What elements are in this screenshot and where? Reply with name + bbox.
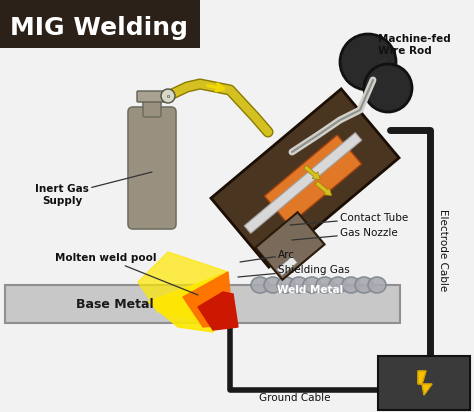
Ellipse shape <box>264 277 282 293</box>
FancyBboxPatch shape <box>128 107 176 229</box>
Ellipse shape <box>290 277 308 293</box>
Ellipse shape <box>303 277 321 293</box>
FancyArrow shape <box>304 165 320 180</box>
Ellipse shape <box>342 277 360 293</box>
FancyArrow shape <box>315 181 332 196</box>
Polygon shape <box>277 257 297 276</box>
Text: Gas Nozzle: Gas Nozzle <box>292 228 398 240</box>
Ellipse shape <box>329 277 347 293</box>
Circle shape <box>161 89 175 103</box>
Polygon shape <box>148 272 228 332</box>
Polygon shape <box>418 371 432 395</box>
Ellipse shape <box>316 277 334 293</box>
Text: MIG Welding: MIG Welding <box>10 16 188 40</box>
Text: Shielding Gas: Shielding Gas <box>238 265 350 277</box>
Ellipse shape <box>368 277 386 293</box>
FancyBboxPatch shape <box>0 0 200 48</box>
Ellipse shape <box>277 277 295 293</box>
Text: Machine-fed
Wire Rod: Machine-fed Wire Rod <box>378 34 451 62</box>
Polygon shape <box>198 292 238 330</box>
Text: Ground Cable: Ground Cable <box>259 393 331 403</box>
Text: Inert Gas
Supply: Inert Gas Supply <box>35 172 152 206</box>
Polygon shape <box>264 135 362 225</box>
Text: o: o <box>166 94 170 98</box>
Text: Weld Metal: Weld Metal <box>277 285 343 295</box>
Polygon shape <box>183 272 233 327</box>
Circle shape <box>364 64 412 112</box>
FancyBboxPatch shape <box>5 285 400 323</box>
Text: Arc: Arc <box>240 250 295 262</box>
Polygon shape <box>244 133 362 234</box>
Circle shape <box>340 34 396 90</box>
Ellipse shape <box>251 277 269 293</box>
Polygon shape <box>138 252 228 322</box>
FancyBboxPatch shape <box>378 356 470 410</box>
Text: Contact Tube: Contact Tube <box>290 213 408 225</box>
Polygon shape <box>211 89 399 267</box>
Text: Molten weld pool: Molten weld pool <box>55 253 198 295</box>
FancyBboxPatch shape <box>137 91 167 102</box>
Polygon shape <box>255 212 325 280</box>
Text: Electrode Cable: Electrode Cable <box>438 209 448 291</box>
FancyBboxPatch shape <box>143 96 161 117</box>
Text: Base Metal: Base Metal <box>76 297 154 311</box>
Ellipse shape <box>355 277 373 293</box>
